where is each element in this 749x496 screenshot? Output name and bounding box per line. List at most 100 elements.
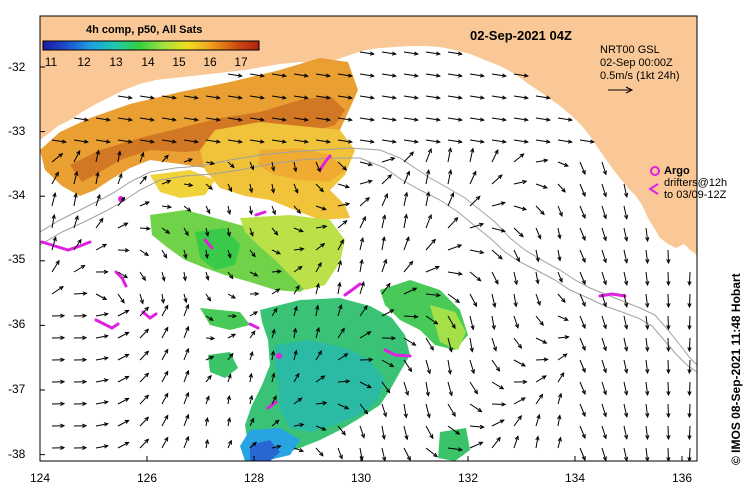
x-tick-label: 136 bbox=[672, 471, 692, 485]
current-vector-head bbox=[271, 166, 276, 172]
current-vector bbox=[161, 117, 176, 121]
current-vector bbox=[469, 315, 474, 330]
current-vector-head bbox=[426, 413, 431, 419]
current-vector-head bbox=[581, 367, 586, 374]
current-vector bbox=[315, 283, 320, 295]
current-vector-head bbox=[426, 369, 431, 375]
current-vector bbox=[645, 315, 649, 329]
current-vector bbox=[73, 139, 88, 143]
current-vector bbox=[601, 403, 607, 417]
current-vector-head bbox=[581, 455, 586, 461]
current-vector bbox=[491, 149, 499, 163]
current-vector-head bbox=[230, 294, 237, 299]
current-vector-head bbox=[271, 328, 276, 334]
current-vector-head bbox=[237, 95, 243, 100]
current-vector bbox=[293, 183, 299, 193]
current-vector bbox=[117, 309, 129, 317]
current-vector bbox=[249, 418, 255, 427]
current-vector bbox=[249, 249, 256, 257]
current-vector-head bbox=[83, 139, 89, 144]
current-vector bbox=[601, 161, 607, 175]
current-vector bbox=[425, 315, 438, 325]
current-vector bbox=[161, 293, 164, 303]
current-vector-head bbox=[558, 277, 563, 283]
current-vector-head bbox=[182, 276, 187, 282]
current-vector bbox=[491, 202, 505, 207]
current-vector bbox=[73, 171, 78, 185]
current-vector bbox=[447, 148, 452, 163]
current-vector-head bbox=[540, 210, 545, 216]
current-vector bbox=[205, 440, 209, 449]
current-vector bbox=[359, 197, 370, 207]
drifters-label: drifters@12h bbox=[664, 177, 727, 189]
current-vector bbox=[161, 349, 169, 361]
current-vector bbox=[227, 117, 242, 121]
current-vector-head bbox=[457, 95, 463, 100]
current-vector-head bbox=[363, 409, 369, 415]
current-vector-head bbox=[360, 433, 365, 439]
current-vector bbox=[315, 183, 324, 192]
current-vector-head bbox=[623, 324, 629, 330]
current-vector bbox=[601, 249, 607, 263]
current-vector-head bbox=[231, 333, 237, 338]
current-vector bbox=[579, 447, 586, 461]
current-vector bbox=[447, 192, 454, 207]
current-vector-head bbox=[60, 335, 66, 340]
current-vector-head bbox=[645, 280, 650, 287]
current-vector bbox=[293, 328, 297, 339]
current-vector-head bbox=[187, 158, 193, 163]
current-vector bbox=[359, 425, 365, 438]
current-vector bbox=[601, 337, 607, 351]
current-vector-head bbox=[448, 169, 453, 175]
current-vector bbox=[425, 403, 430, 418]
current-vector bbox=[381, 157, 395, 163]
current-vector-head bbox=[602, 368, 607, 374]
current-vector bbox=[557, 227, 561, 239]
current-vector-head bbox=[237, 117, 243, 122]
current-vector-head bbox=[451, 411, 456, 417]
current-vector bbox=[95, 379, 108, 383]
current-vector-head bbox=[501, 73, 507, 78]
current-vector-head bbox=[391, 95, 397, 100]
colorbar-tick: 15 bbox=[172, 55, 186, 69]
current-vector-head bbox=[383, 258, 388, 264]
current-vector bbox=[535, 159, 548, 163]
current-vector-head bbox=[253, 311, 259, 316]
current-vector bbox=[667, 381, 669, 396]
current-vector bbox=[535, 414, 540, 427]
current-vector bbox=[601, 359, 607, 373]
current-vector-head bbox=[645, 236, 650, 243]
current-vector bbox=[271, 395, 277, 405]
current-vector-head bbox=[535, 279, 540, 285]
current-vector-head bbox=[166, 179, 172, 184]
current-vector-head bbox=[249, 394, 254, 400]
current-vector-head bbox=[316, 167, 321, 173]
current-vector-head bbox=[60, 423, 66, 428]
argo-legend: Argo drifters@12h to 03/09-12Z bbox=[648, 165, 727, 201]
current-vector-head bbox=[102, 243, 108, 248]
current-vector-head bbox=[581, 257, 586, 264]
current-vector bbox=[469, 139, 484, 143]
current-vector-head bbox=[259, 139, 265, 144]
current-vector bbox=[381, 51, 396, 55]
current-vector bbox=[688, 359, 691, 374]
current-vector bbox=[205, 337, 215, 339]
current-vector-head bbox=[448, 347, 453, 353]
current-vector bbox=[579, 425, 586, 439]
current-vector-head bbox=[315, 282, 320, 288]
current-vector bbox=[623, 447, 628, 461]
current-vector-head bbox=[435, 117, 441, 122]
current-vector bbox=[469, 95, 484, 99]
current-vector-head bbox=[523, 95, 529, 100]
current-vector-head bbox=[435, 95, 441, 100]
current-vector bbox=[403, 214, 407, 229]
current-vector bbox=[381, 447, 386, 461]
current-vector-head bbox=[581, 411, 586, 418]
current-vector-head bbox=[55, 259, 60, 265]
current-vector bbox=[557, 161, 569, 167]
current-vector bbox=[513, 73, 528, 77]
current-vector-head bbox=[322, 224, 328, 229]
current-vector bbox=[469, 381, 478, 394]
current-vector-head bbox=[303, 139, 309, 144]
current-vector-head bbox=[645, 434, 650, 441]
